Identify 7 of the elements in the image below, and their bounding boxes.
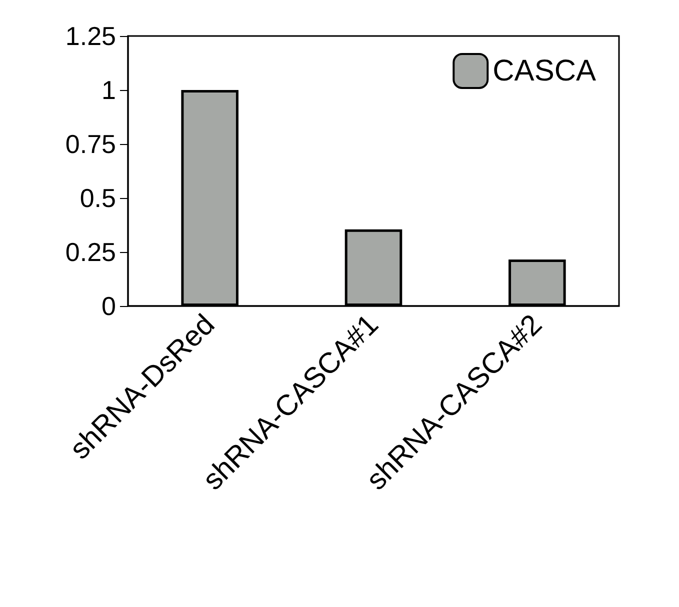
y-tick-label: 0.75 <box>65 129 116 159</box>
y-tick-label: 0.25 <box>65 237 116 267</box>
legend-label: CASCA <box>492 54 596 88</box>
y-tick-label: 0 <box>102 291 116 321</box>
y-tick-label: 1 <box>102 75 116 105</box>
y-tick-label: 1.25 <box>65 21 116 51</box>
y-tick-label: 0.5 <box>80 183 116 213</box>
